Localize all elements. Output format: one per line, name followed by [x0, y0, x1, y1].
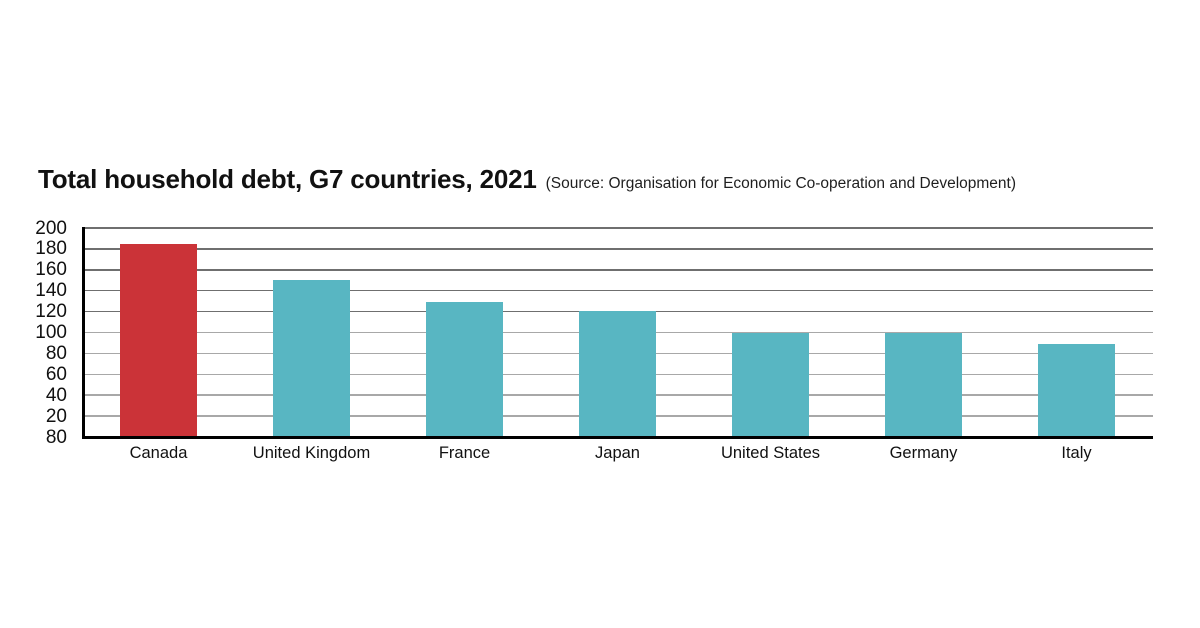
chart-header: Total household debt, G7 countries, 2021…	[38, 164, 1178, 195]
y-axis-tick-label: 200	[35, 217, 67, 239]
bar-japan	[579, 310, 656, 437]
y-axis-tick-label: 180	[35, 238, 67, 260]
gridline-200	[82, 227, 1153, 229]
bar-united-kingdom	[273, 280, 350, 437]
y-axis-tick-label: 20	[45, 405, 67, 427]
x-axis-label-italy: Italy	[1061, 444, 1092, 462]
y-axis-tick-label: 100	[35, 322, 67, 343]
y-axis-tick-label: 160	[35, 259, 67, 281]
chart-source: (Source: Organisation for Economic Co-op…	[545, 175, 1017, 192]
gridline-160	[82, 269, 1153, 271]
x-axis-label-japan: Japan	[595, 444, 640, 462]
x-axis-label-canada: Canada	[129, 444, 188, 462]
y-axis-tick-label: 140	[35, 280, 67, 302]
bar-germany	[885, 332, 962, 437]
x-axis-line	[82, 436, 1153, 439]
y-axis-tick-label: 80	[45, 342, 67, 364]
bar-canada	[120, 243, 197, 437]
x-axis-label-united-kingdom: United Kingdom	[252, 444, 371, 462]
x-axis-label-france: France	[438, 444, 491, 462]
bar-chart-plot: 200 180 160 140 120 100 80 60 40 20 80 Canada United…	[35, 218, 1153, 462]
bar-italy	[1038, 344, 1115, 437]
x-axis-label-united-states: United States	[720, 444, 821, 462]
bar-france	[426, 302, 503, 437]
gridline-140	[82, 289, 1153, 292]
y-axis-tick-label: 120	[35, 301, 67, 323]
y-axis-tick-label: 60	[45, 363, 67, 385]
x-axis-label-germany: Germany	[889, 444, 958, 462]
bar-united-states	[732, 332, 809, 437]
chart-title: Total household debt, G7 countries, 2021	[38, 164, 537, 194]
gridline-180	[82, 248, 1153, 250]
y-axis-tick-label: 40	[45, 384, 67, 406]
y-axis-tick-label: 80	[45, 426, 67, 448]
y-axis-line	[82, 227, 85, 437]
